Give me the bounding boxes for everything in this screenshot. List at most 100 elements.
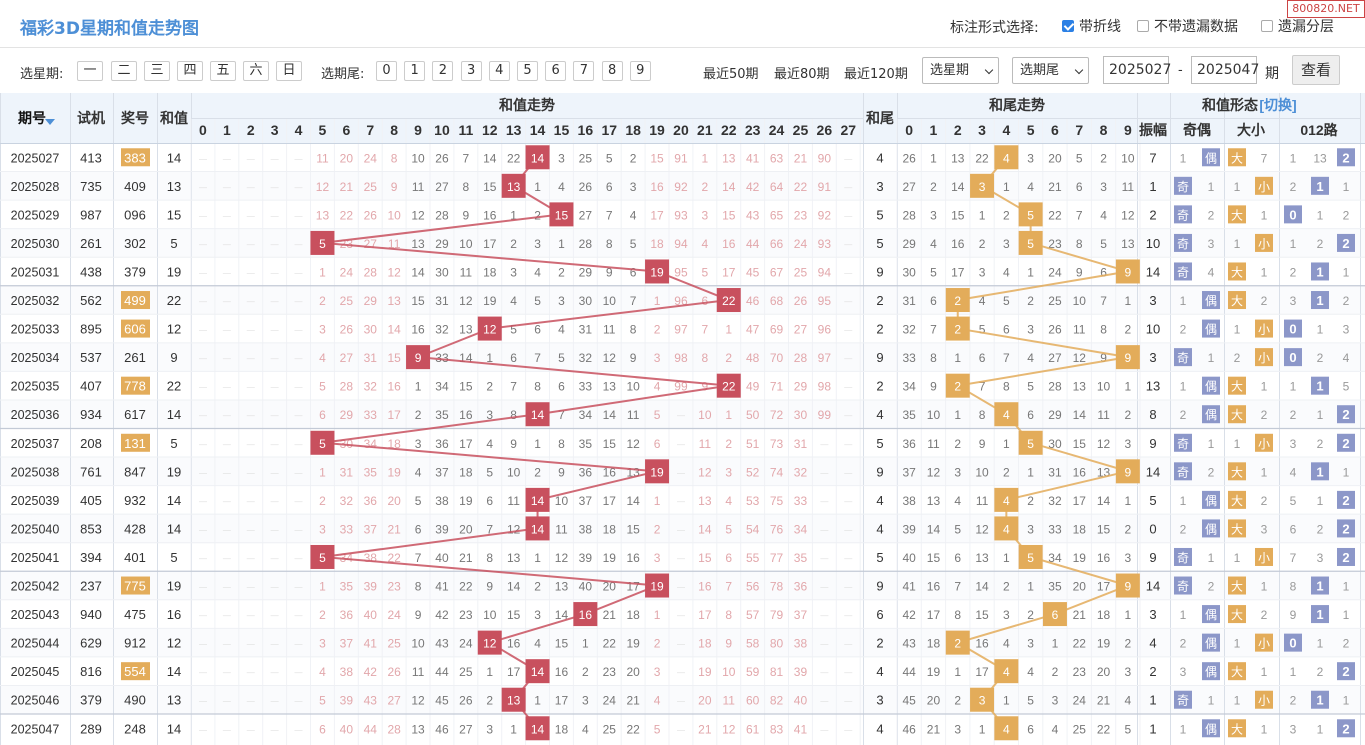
from-issue-input[interactable]: 2025027 <box>1103 56 1171 84</box>
sum-miss-cell: 9 <box>391 180 398 194</box>
sum-miss-cell: 66 <box>770 237 784 251</box>
sum-miss-cell: 98 <box>818 380 832 394</box>
route-012-label: 2 <box>1342 550 1349 565</box>
select-tail-dropdown[interactable]: 选期尾 <box>1012 57 1089 84</box>
odd-even-miss: 1 <box>1208 180 1215 194</box>
sum-miss-cell: 5 <box>510 323 517 337</box>
tail-miss-cell: 6 <box>979 351 986 365</box>
sum-miss-cell: 3 <box>558 151 565 165</box>
sum-miss-cell: 30 <box>364 323 378 337</box>
tail-digit-button[interactable]: 3 <box>460 61 482 81</box>
route-012-miss: 4 <box>1343 351 1350 365</box>
sum-miss-cell: 61 <box>746 722 760 736</box>
sum-column-header: 8 <box>390 122 398 138</box>
tail-digit-button[interactable]: 0 <box>376 61 397 81</box>
tail-miss-cell: 36 <box>902 437 916 451</box>
sum-miss-cell: 7 <box>510 380 517 394</box>
tail-digit-button[interactable]: 5 <box>517 61 538 81</box>
sum-miss-cell: 72 <box>770 408 784 422</box>
to-issue-input[interactable]: 2025047 <box>1191 56 1259 84</box>
week-day-button[interactable]: 三 <box>144 61 170 81</box>
sum-miss-cell: 82 <box>770 694 784 708</box>
sum-miss-cell: 1 <box>558 237 565 251</box>
sum-miss-cell: 41 <box>364 637 378 651</box>
sum-column-header: 4 <box>295 122 303 138</box>
sum-miss-cell: 13 <box>603 380 617 394</box>
route-012-miss: 1 <box>1343 265 1350 279</box>
empty-cell-dash: — <box>820 525 828 534</box>
tail-digit-button[interactable]: 1 <box>404 61 426 81</box>
week-day-button[interactable]: 二 <box>111 61 137 81</box>
tail-hit-marker <box>945 630 970 655</box>
tail-digit-button[interactable]: 6 <box>545 61 567 81</box>
empty-cell-dash: — <box>199 640 207 649</box>
empty-cell-dash: — <box>199 354 207 363</box>
tail-miss-cell: 1 <box>1027 265 1034 279</box>
empty-cell-dash: — <box>247 668 255 677</box>
week-day-button[interactable]: 五 <box>210 61 236 81</box>
tail-miss-cell: 33 <box>1048 522 1062 536</box>
tail-miss-cell: 4 <box>1003 637 1010 651</box>
sum-hit-label: 19 <box>650 580 664 594</box>
sum-miss-cell: 60 <box>746 694 760 708</box>
query-button[interactable]: 查看 <box>1292 55 1340 85</box>
tail-miss-cell: 4 <box>1027 665 1034 679</box>
sum-miss-cell: 28 <box>364 265 378 279</box>
option-no-miss-data[interactable]: 不带遗漏数据 <box>1137 16 1238 36</box>
tail-digit-button[interactable]: 9 <box>629 61 651 81</box>
week-day-button[interactable]: 六 <box>243 61 269 81</box>
big-small-miss: 2 <box>1261 608 1268 622</box>
sum-column-header: 11 <box>458 122 473 138</box>
empty-cell-dash: — <box>199 297 207 306</box>
sum-miss-cell: 32 <box>364 380 378 394</box>
route-012-label: 2 <box>1342 407 1349 422</box>
sum-value-cell: 5 <box>170 236 177 251</box>
empty-cell-dash: — <box>677 554 685 563</box>
sum-miss-cell: 2 <box>630 151 637 165</box>
route-012-miss: 2 <box>1290 694 1297 708</box>
tail-miss-cell: 4 <box>1027 180 1034 194</box>
tail-digit-button[interactable]: 7 <box>573 61 595 81</box>
week-day-button[interactable]: 日 <box>276 61 302 81</box>
empty-cell-dash: — <box>820 640 828 649</box>
checkbox-checked-icon[interactable] <box>1062 20 1074 32</box>
recent-120-link[interactable]: 最近120期 <box>844 67 908 82</box>
checkbox-icon[interactable] <box>1137 20 1149 32</box>
route-012-miss: 3 <box>1343 323 1350 337</box>
tail-digit-button[interactable]: 8 <box>601 61 623 81</box>
sum-miss-cell: 23 <box>794 208 808 222</box>
tail-hit-label: 4 <box>1003 722 1010 736</box>
route-012-miss: 1 <box>1290 665 1297 679</box>
sort-down-icon[interactable] <box>45 119 55 125</box>
option-with-line[interactable]: 带折线 <box>1062 16 1121 36</box>
tail-digit-button[interactable]: 4 <box>488 61 510 81</box>
option-miss-layer[interactable]: 遗漏分层 <box>1261 16 1334 36</box>
route-012-label: 2 <box>1342 721 1349 736</box>
tail-miss-cell: 1 <box>1003 551 1010 565</box>
tail-miss-cell: 24 <box>1073 694 1087 708</box>
sum-miss-cell: 37 <box>579 494 593 508</box>
tail-hit-label: 6 <box>1052 608 1059 622</box>
empty-cell-dash: — <box>295 411 303 420</box>
issue-cell: 2025032 <box>11 294 60 308</box>
select-week-dropdown[interactable]: 选星期 <box>922 57 999 84</box>
sum-miss-cell: 34 <box>794 522 808 536</box>
tail-miss-cell: 15 <box>951 208 965 222</box>
chevron-down-icon <box>984 65 994 75</box>
empty-cell-dash: — <box>844 468 852 477</box>
recent-80-link[interactable]: 最近80期 <box>774 67 830 82</box>
week-day-button[interactable]: 一 <box>77 61 103 81</box>
sum-column-header: 9 <box>414 122 422 138</box>
tail-value-cell: 4 <box>876 521 883 536</box>
sum-miss-cell: 20 <box>340 151 354 165</box>
sum-miss-cell: 91 <box>674 151 688 165</box>
tail-digit-button[interactable]: 2 <box>432 61 454 81</box>
checkbox-icon[interactable] <box>1261 20 1273 32</box>
sum-miss-cell: 34 <box>435 380 449 394</box>
route-012-miss: 2 <box>1290 265 1297 279</box>
sum-miss-cell: 1 <box>654 494 661 508</box>
week-day-button[interactable]: 四 <box>177 61 203 81</box>
recent-50-link[interactable]: 最近50期 <box>703 67 759 82</box>
tail-miss-cell: 10 <box>1097 380 1111 394</box>
sum-miss-cell: 16 <box>459 408 473 422</box>
